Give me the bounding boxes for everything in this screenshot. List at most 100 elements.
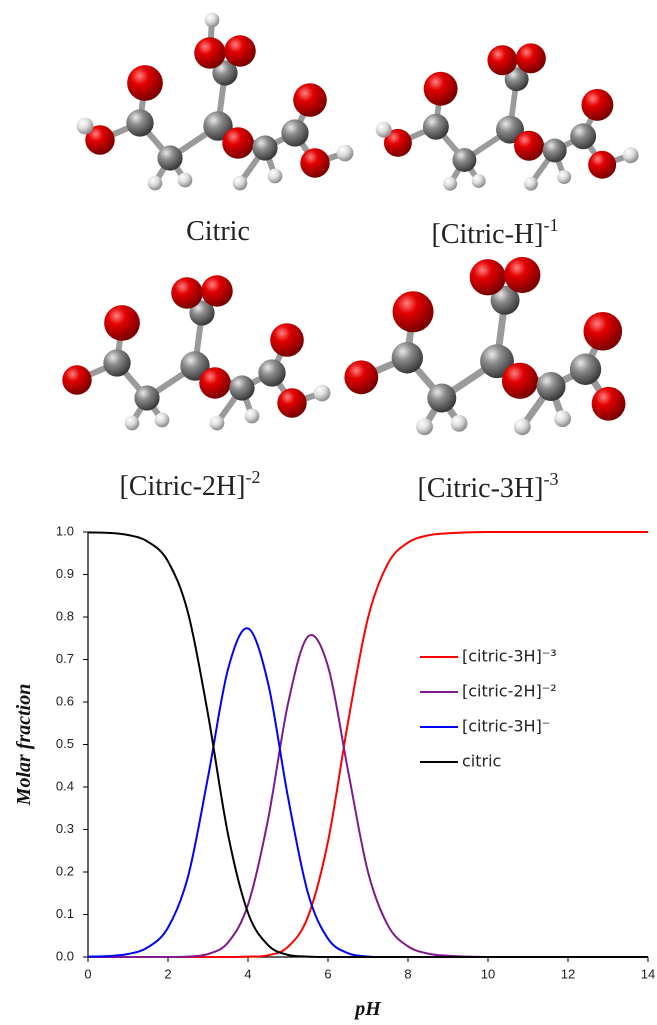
- atom: [232, 175, 248, 191]
- atom: [244, 408, 260, 424]
- atom: [224, 35, 256, 67]
- atom: [423, 71, 458, 106]
- x-tick-label: 14: [641, 966, 655, 981]
- atom: [383, 128, 412, 157]
- atom: [570, 123, 597, 150]
- x-tick-label: 6: [324, 966, 331, 981]
- atom: [252, 135, 278, 161]
- caption: [Citric-2H]-2: [120, 467, 261, 502]
- atom: [487, 45, 518, 76]
- legend-label: [citric-3H]⁻³: [462, 647, 557, 666]
- legend-label: [citric-3H]⁻: [462, 717, 550, 736]
- atom: [203, 111, 233, 141]
- atom: [542, 138, 567, 163]
- line: [87, 627, 648, 959]
- atom: [471, 173, 486, 188]
- atom: [270, 323, 304, 357]
- atom: [229, 375, 255, 401]
- y-tick-label: 0.1: [56, 906, 74, 921]
- caption-sup: -1: [543, 215, 558, 235]
- caption-sup: -3: [543, 469, 558, 489]
- atom: [583, 311, 623, 351]
- atom: [422, 113, 449, 140]
- atom: [157, 145, 183, 171]
- atom: [201, 275, 233, 307]
- atom: [480, 344, 514, 379]
- atom: [134, 385, 160, 411]
- atom: [392, 291, 434, 333]
- atom: [554, 410, 572, 428]
- atom: [76, 117, 94, 135]
- y-tick-label: 0.3: [56, 821, 74, 836]
- line: [87, 530, 648, 959]
- atom: [581, 88, 614, 121]
- y-axis-label: Molar fraction: [13, 684, 35, 807]
- x-tick-label: 8: [404, 966, 411, 981]
- atom: [258, 359, 286, 387]
- atom: [344, 360, 379, 395]
- x-tick-label: 10: [481, 966, 495, 981]
- atom: [147, 175, 163, 191]
- y-tick-label: 0.9: [56, 566, 74, 581]
- y-tick-label: 0.6: [56, 693, 74, 708]
- line: [87, 634, 648, 959]
- y-tick-label: 0.5: [56, 736, 74, 751]
- chart: 0.0 0.1 0.2 0.3 0.4 0.5 0.6 0.7 0.8 0.9 1.0 0 2 4 6 8 10…: [13, 523, 655, 1020]
- atom: [124, 415, 140, 431]
- legend-label: [citric-2H]⁻²: [462, 682, 557, 701]
- atom: [104, 305, 140, 341]
- atom: [177, 172, 193, 188]
- atom: [513, 418, 531, 436]
- atom: [62, 365, 92, 395]
- atom: [199, 367, 231, 399]
- caption-text: [Citric-H]: [432, 219, 544, 250]
- atom: [443, 176, 458, 191]
- atom: [293, 83, 327, 117]
- atom: [514, 130, 544, 161]
- atom: [300, 148, 330, 178]
- atom: [591, 386, 626, 421]
- atom: [622, 147, 639, 164]
- molecules: [62, 12, 639, 436]
- atom: [313, 384, 331, 402]
- atom: [204, 12, 220, 28]
- legend-label: citric: [462, 752, 501, 771]
- atom: [536, 372, 566, 401]
- atom: [450, 414, 468, 432]
- atom: [209, 415, 225, 431]
- x-tick-label: 12: [561, 966, 575, 981]
- y-tick-label: 0.0: [56, 948, 74, 963]
- caption: [Citric-H]-1: [432, 215, 559, 250]
- atom: [171, 277, 203, 309]
- atom: [336, 144, 354, 162]
- atom: [427, 383, 457, 413]
- atom: [515, 43, 546, 74]
- x-tick-label: 4: [244, 966, 251, 981]
- atom: [281, 119, 309, 147]
- y-tick-label: 0.2: [56, 863, 74, 878]
- atom: [569, 353, 602, 385]
- y-tick-label: 0.8: [56, 608, 74, 623]
- atom: [469, 259, 506, 296]
- atom: [267, 168, 283, 184]
- caption-text: [Citric-3H]: [418, 473, 544, 504]
- atom: [277, 388, 307, 418]
- atom: [194, 37, 226, 69]
- atom: [490, 285, 520, 315]
- atom: [222, 127, 254, 159]
- line: [87, 531, 648, 959]
- y-tick-label: 0.4: [56, 778, 74, 793]
- atom: [416, 418, 434, 436]
- caption-sup: -2: [245, 467, 260, 487]
- atom: [154, 412, 170, 428]
- atom: [85, 125, 115, 155]
- caption-text: [Citric-2H]: [120, 471, 246, 502]
- x-axis-label: pH: [353, 998, 382, 1020]
- atom: [103, 349, 131, 377]
- atom: [501, 362, 539, 399]
- atom: [557, 170, 572, 185]
- atom: [189, 300, 215, 326]
- x-tick-label: 0: [84, 966, 91, 981]
- atom: [375, 121, 392, 138]
- atom: [452, 148, 477, 172]
